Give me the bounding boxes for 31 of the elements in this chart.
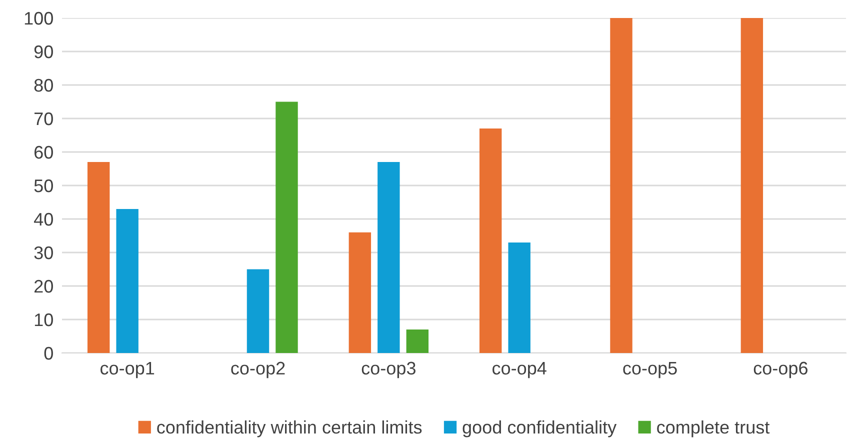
y-tick-label: 70 xyxy=(34,112,53,126)
x-tick-label: co-op3 xyxy=(362,362,416,378)
bar xyxy=(378,162,400,353)
bar xyxy=(610,18,632,353)
x-tick-label: co-op2 xyxy=(231,362,285,378)
x-tick-label: co-op1 xyxy=(100,362,154,378)
bar xyxy=(87,162,110,353)
x-tick-label: co-op4 xyxy=(492,362,546,378)
legend-label: complete trust xyxy=(657,420,770,438)
x-tick-label: co-op5 xyxy=(623,362,677,378)
y-tick-label: 30 xyxy=(34,246,53,260)
y-tick-label: 100 xyxy=(24,12,53,25)
bar xyxy=(406,330,429,353)
y-tick-label: 20 xyxy=(34,280,53,293)
bar xyxy=(116,208,138,353)
bar xyxy=(479,128,502,353)
bar xyxy=(246,269,270,353)
y-tick-label: 80 xyxy=(34,78,53,92)
x-tick-label: co-op6 xyxy=(754,362,808,378)
bar xyxy=(276,102,298,353)
legend-label: confidentiality within certain limits xyxy=(157,420,422,438)
y-tick-label: 10 xyxy=(34,313,53,326)
y-tick-label: 40 xyxy=(34,212,53,226)
y-tick-label: 60 xyxy=(34,146,53,159)
bar xyxy=(740,18,764,353)
bar xyxy=(508,242,530,353)
y-tick-label: 90 xyxy=(34,45,53,58)
y-tick-label: 0 xyxy=(44,346,53,360)
bar xyxy=(348,232,372,353)
legend-label: good confidentiality xyxy=(462,420,617,438)
y-tick-label: 50 xyxy=(34,179,53,192)
